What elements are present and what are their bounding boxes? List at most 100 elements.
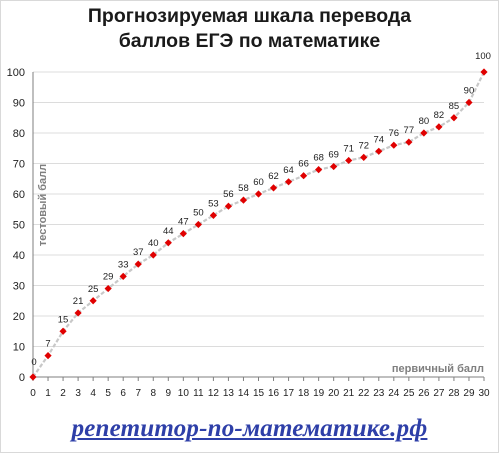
data-label-5: 29 — [103, 272, 114, 283]
x-tick-label-6: 6 — [120, 388, 126, 399]
data-point-16 — [269, 184, 278, 192]
data-point-13 — [224, 202, 233, 210]
x-tick-label-30: 30 — [478, 388, 490, 399]
data-points — [29, 68, 488, 381]
x-tick-label-24: 24 — [388, 388, 400, 399]
data-point-10 — [179, 230, 187, 238]
x-tick-label-22: 22 — [358, 388, 370, 399]
data-label-29: 90 — [464, 86, 475, 97]
data-label-3: 21 — [73, 296, 84, 307]
x-tick-label-11: 11 — [193, 388, 204, 399]
x-tick-label-13: 13 — [223, 388, 235, 399]
y-tick-label-80: 80 — [13, 128, 25, 140]
x-tick-label-12: 12 — [208, 388, 220, 399]
x-tick-label-0: 0 — [30, 388, 36, 399]
chart-title-line-1: Прогнозируемая шкала перевода — [87, 5, 412, 27]
data-labels: 07 15 21 25 29 33 37 40 44 47 50 53 56 58 60 62 64 66 68 69… — [31, 51, 491, 368]
data-point-20 — [330, 162, 338, 171]
x-tick-label-2: 2 — [60, 388, 66, 399]
data-label-18: 66 — [298, 159, 309, 170]
data-point-12 — [209, 211, 217, 219]
x-tick-label-23: 23 — [373, 388, 385, 399]
data-point-1 — [44, 352, 52, 360]
x-tick-label-19: 19 — [313, 388, 325, 399]
x-tick-label-17: 17 — [283, 388, 295, 399]
x-tick-label-27: 27 — [433, 388, 445, 399]
data-point-30 — [480, 68, 488, 76]
y-tick-label-70: 70 — [13, 159, 25, 171]
data-label-24: 76 — [389, 128, 400, 139]
data-label-21: 71 — [343, 143, 354, 154]
x-tick-label-20: 20 — [328, 388, 340, 399]
data-label-23: 74 — [373, 134, 384, 145]
data-point-17 — [284, 178, 293, 186]
data-label-20: 69 — [328, 150, 339, 161]
data-point-21 — [345, 156, 353, 165]
data-label-2: 15 — [58, 314, 69, 325]
website-link[interactable]: репетитор-по-математике.рф — [71, 415, 428, 442]
data-label-27: 82 — [434, 110, 445, 121]
data-label-28: 85 — [449, 101, 460, 112]
data-label-22: 72 — [358, 140, 369, 151]
x-tick-label-4: 4 — [90, 388, 96, 399]
y-tick-label-90: 90 — [13, 98, 25, 110]
data-point-25 — [405, 138, 413, 146]
data-point-3 — [74, 309, 82, 317]
y-tick-label-30: 30 — [13, 281, 25, 293]
y-tick-label-50: 50 — [13, 220, 25, 232]
y-tick-labels: 0 10 20 30 40 50 60 70 80 90 100 — [7, 67, 25, 384]
data-point-4 — [89, 297, 97, 305]
data-point-26 — [420, 129, 428, 137]
x-tick-label-26: 26 — [418, 388, 430, 399]
data-label-25: 77 — [404, 125, 415, 136]
data-label-1: 7 — [45, 339, 50, 350]
x-tick-label-28: 28 — [448, 388, 460, 399]
y-axis-label: тестовый балл — [37, 164, 49, 246]
data-label-6: 33 — [118, 259, 129, 270]
data-label-16: 62 — [268, 171, 279, 182]
data-point-23 — [375, 147, 383, 155]
x-tick-label-29: 29 — [463, 388, 475, 399]
chart-title: Прогнозируемая шкала перевода баллов ЕГЭ… — [0, 4, 499, 54]
data-point-27 — [435, 123, 443, 131]
data-point-22 — [360, 153, 368, 161]
data-point-15 — [254, 190, 263, 198]
data-point-2 — [59, 327, 67, 335]
x-tick-label-21: 21 — [343, 388, 355, 399]
data-label-8: 40 — [148, 238, 159, 249]
data-label-11: 50 — [193, 208, 204, 219]
x-tick-label-8: 8 — [150, 388, 156, 399]
x-tick-label-5: 5 — [105, 388, 111, 399]
data-point-24 — [390, 141, 398, 149]
data-point-14 — [239, 196, 248, 204]
y-tick-label-0: 0 — [19, 372, 25, 384]
data-label-26: 80 — [419, 116, 430, 127]
data-point-19 — [315, 166, 323, 174]
data-label-0: 0 — [31, 357, 36, 368]
x-tick-label-16: 16 — [268, 388, 280, 399]
x-tick-label-3: 3 — [75, 388, 81, 399]
data-point-11 — [194, 220, 202, 229]
x-tick-label-7: 7 — [135, 388, 141, 399]
x-tick-label-14: 14 — [238, 388, 250, 399]
data-point-0 — [29, 373, 37, 381]
x-tick-label-10: 10 — [178, 388, 190, 399]
data-label-14: 58 — [238, 183, 249, 194]
x-tick-label-9: 9 — [166, 388, 172, 399]
y-tick-label-20: 20 — [13, 311, 25, 323]
data-point-29 — [465, 98, 473, 107]
data-label-7: 37 — [133, 247, 144, 258]
data-point-5 — [104, 284, 112, 293]
axes — [32, 72, 485, 381]
data-label-30: 100 — [475, 51, 491, 62]
y-tick-label-60: 60 — [13, 189, 25, 201]
grid-lines — [33, 71, 484, 347]
data-point-9 — [164, 239, 172, 247]
data-label-19: 68 — [313, 153, 324, 164]
data-label-12: 53 — [208, 198, 219, 209]
data-label-15: 60 — [253, 177, 264, 188]
x-tick-label-15: 15 — [253, 388, 265, 399]
data-label-9: 44 — [163, 226, 174, 237]
x-tick-label-18: 18 — [298, 388, 310, 399]
